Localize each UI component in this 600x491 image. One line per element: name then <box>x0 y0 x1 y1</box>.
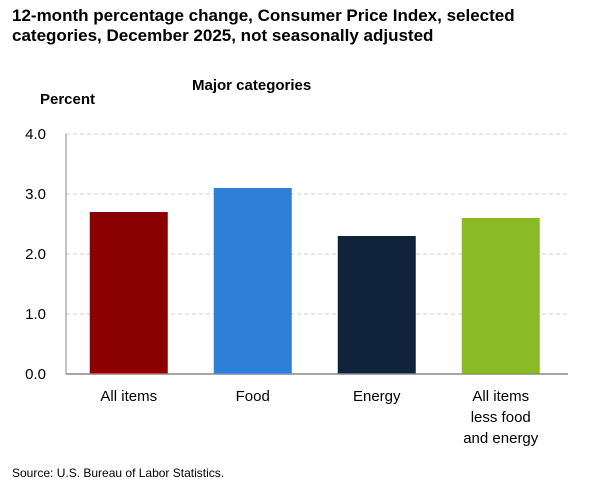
x-tick-label: Energy <box>353 388 401 405</box>
y-tick-label: 4.0 <box>25 126 46 143</box>
y-tick-label: 0.0 <box>25 366 46 383</box>
chart-title: 12-month percentage change, Consumer Pri… <box>12 6 515 45</box>
x-tick-label: less food <box>471 409 531 426</box>
x-tick-label: and energy <box>463 430 539 447</box>
source-note: Source: U.S. Bureau of Labor Statistics. <box>12 466 225 480</box>
x-tick-label: All items <box>472 388 529 405</box>
bar-1 <box>213 188 292 374</box>
y-tick-label: 1.0 <box>25 306 46 323</box>
bar-0 <box>89 212 168 374</box>
bar-3 <box>461 218 540 374</box>
chart-subtitle: Major categories <box>192 77 312 94</box>
y-tick-label: 2.0 <box>25 246 46 263</box>
x-tick-label: All items <box>100 388 157 405</box>
bar-2 <box>337 236 416 374</box>
y-tick-label: 3.0 <box>25 186 46 203</box>
y-axis-label: Percent <box>40 91 96 108</box>
x-tick-label: Food <box>236 388 270 405</box>
